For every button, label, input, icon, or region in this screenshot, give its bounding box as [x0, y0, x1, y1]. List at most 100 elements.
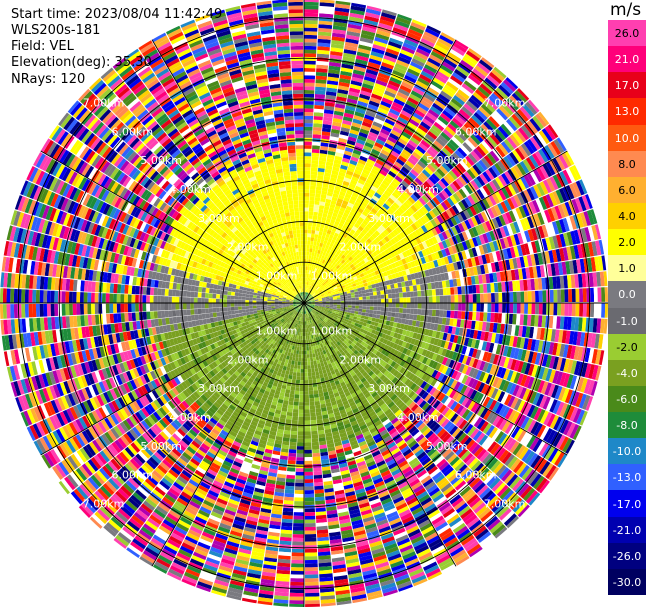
velocity-gate [392, 178, 401, 186]
velocity-gate [357, 48, 371, 55]
velocity-gate [307, 289, 310, 293]
velocity-gate [438, 67, 452, 78]
velocity-gate [393, 66, 407, 75]
velocity-gate [432, 77, 446, 87]
velocity-gate [309, 196, 315, 201]
velocity-gate [304, 42, 317, 47]
velocity-gate [324, 168, 332, 174]
velocity-gate [304, 244, 307, 248]
velocity-gate [314, 108, 324, 113]
velocity-gate [309, 398, 315, 402]
velocity-gate [404, 74, 417, 84]
velocity-gate [369, 306, 374, 310]
velocity-gate [308, 222, 313, 227]
velocity-gate [307, 368, 312, 373]
velocity-gate [388, 153, 398, 161]
velocity-gate [394, 188, 402, 197]
velocity-gate [417, 296, 422, 303]
velocity-gate [307, 240, 311, 245]
velocity-gate [399, 134, 410, 143]
velocity-gate [447, 51, 462, 63]
velocity-gate [364, 181, 372, 189]
velocity-gate [380, 294, 385, 299]
velocity-gate [342, 241, 347, 247]
velocity-gate [362, 303, 367, 306]
velocity-gate [414, 109, 426, 118]
velocity-gate [385, 139, 396, 147]
velocity-gate [382, 179, 390, 187]
velocity-gate [336, 299, 341, 302]
velocity-gate [405, 71, 419, 81]
velocity-gate [304, 130, 313, 135]
velocity-gate [304, 126, 313, 131]
velocity-gate [310, 270, 313, 275]
velocity-gate [398, 52, 413, 61]
velocity-gate [311, 271, 315, 275]
velocity-gate [326, 83, 338, 89]
velocity-gate [535, 303, 540, 315]
velocity-gate [333, 159, 342, 165]
velocity-gate [401, 81, 414, 90]
velocity-gate [351, 2, 367, 9]
velocity-gate [553, 303, 558, 316]
velocity-gate [390, 129, 401, 138]
velocity-gate [304, 145, 312, 149]
velocity-gate [315, 408, 322, 413]
velocity-gate [331, 252, 336, 257]
velocity-gate [304, 211, 309, 215]
velocity-gate [320, 197, 326, 203]
velocity-gate [324, 102, 335, 107]
velocity-gate [308, 255, 312, 260]
velocity-gate [418, 124, 429, 134]
velocity-gate [359, 37, 374, 44]
velocity-gate [399, 303, 404, 308]
velocity-gate [406, 291, 411, 298]
velocity-gate [305, 277, 307, 282]
velocity-gate [306, 350, 310, 355]
velocity-gate [419, 73, 432, 84]
velocity-gate [406, 297, 411, 303]
velocity-gate [443, 303, 448, 310]
velocity-gate [332, 193, 339, 199]
velocity-gate [491, 303, 495, 313]
velocity-gate [304, 112, 314, 116]
velocity-gate [312, 452, 321, 457]
velocity-gate [424, 151, 434, 161]
velocity-gate [362, 168, 371, 176]
velocity-gate [342, 157, 350, 164]
velocity-gate [304, 295, 306, 300]
velocity-gate [319, 201, 325, 206]
velocity-gate [304, 222, 308, 226]
velocity-gate [336, 213, 343, 219]
velocity-gate [414, 163, 424, 172]
velocity-gate [304, 78, 315, 83]
velocity-gate [305, 292, 307, 296]
velocity-gate [305, 563, 318, 568]
velocity-gate [428, 83, 442, 94]
velocity-gate [362, 219, 369, 226]
velocity-gate [324, 225, 329, 230]
velocity-gate [346, 189, 353, 196]
velocity-gate [458, 303, 462, 311]
velocity-gate [355, 142, 364, 149]
velocity-gate [400, 152, 410, 160]
velocity-gate [464, 53, 478, 65]
velocity-gate [432, 303, 437, 310]
velocity-gate [409, 93, 421, 103]
velocity-gate [461, 311, 466, 320]
velocity-gate [424, 309, 429, 316]
velocity-gate [323, 209, 329, 215]
velocity-gate [344, 173, 353, 180]
velocity-gate [318, 254, 323, 259]
velocity-gate [304, 556, 318, 561]
velocity-gate [321, 131, 331, 136]
velocity-gate [472, 311, 477, 321]
velocity-gate [419, 99, 432, 109]
velocity-gate [310, 267, 314, 271]
velocity-gate [460, 59, 474, 71]
velocity-gate [420, 309, 425, 316]
velocity-gate [388, 80, 401, 88]
velocity-gate [304, 541, 317, 546]
velocity-gate [351, 297, 356, 301]
velocity-gate [339, 191, 346, 197]
